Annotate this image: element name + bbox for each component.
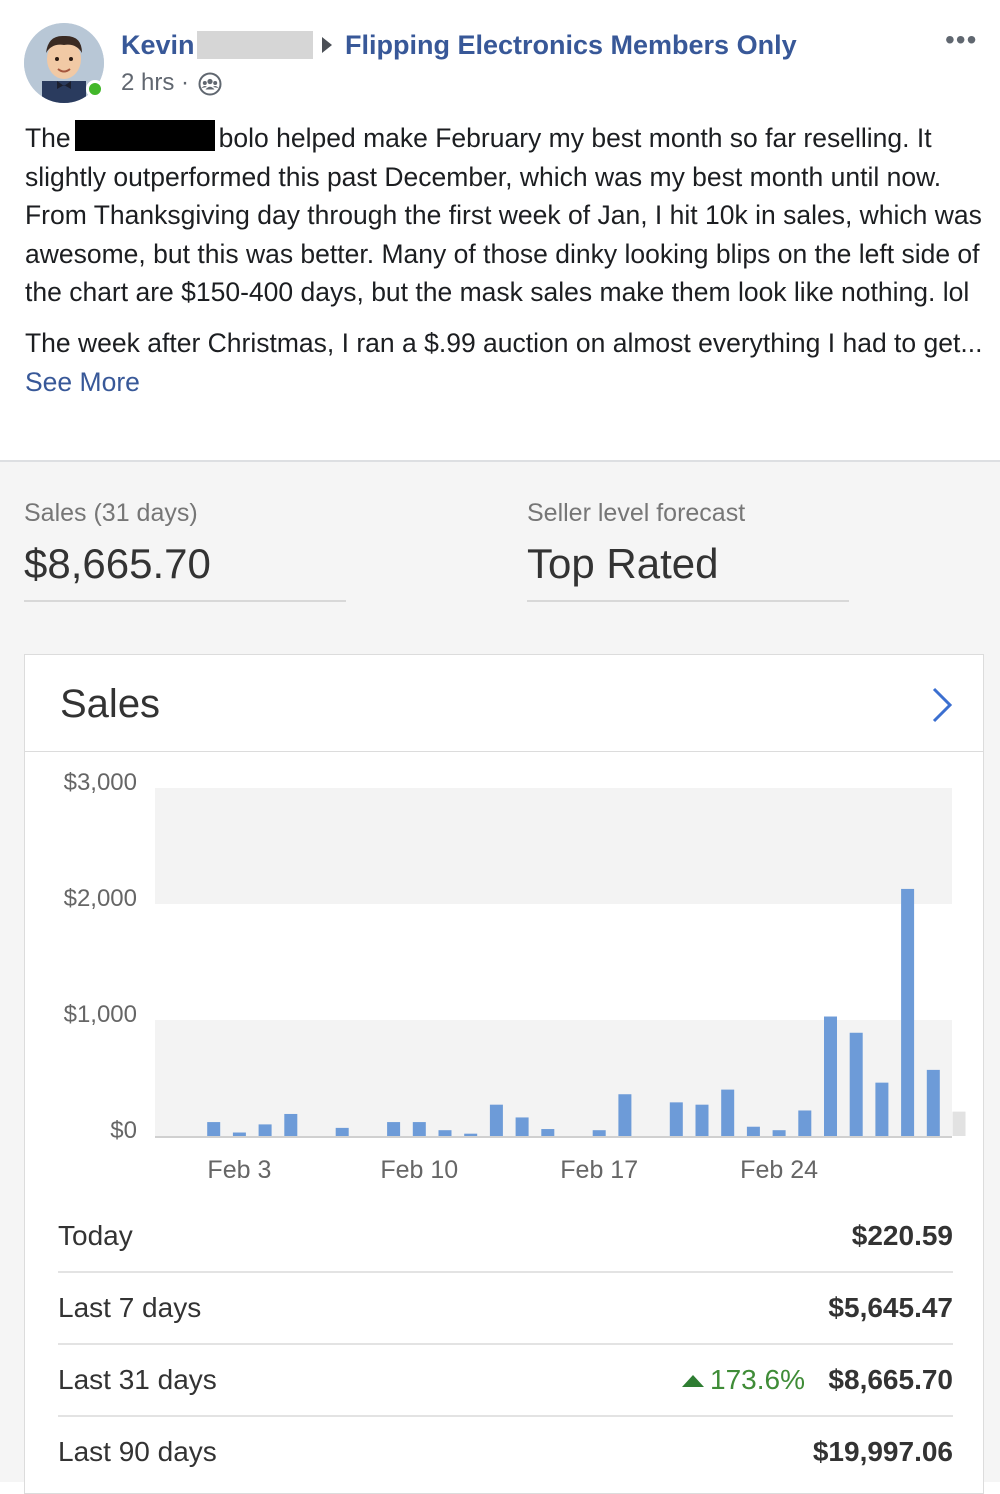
sales-stat: Sales (31 days) $8,665.70 <box>24 496 346 602</box>
bar-day-15 <box>541 1129 555 1136</box>
post-paragraph-1: The bolo helped make February my best mon… <box>25 119 985 312</box>
post-text-truncated: The week after Christmas, I ran a $.99 a… <box>25 327 983 358</box>
bar-day-7 <box>335 1127 349 1136</box>
bar-day-9 <box>387 1122 401 1136</box>
summary-row-label: Last 90 days <box>58 1436 217 1467</box>
summary-row-label: Today <box>58 1220 133 1251</box>
sales-summary-table: Today $220.59 Last 7 days $5,645.47 Last 31 … <box>58 1201 953 1487</box>
seller-level-label: Seller level forecast <box>527 499 746 527</box>
more-options-icon[interactable]: ••• <box>945 24 978 55</box>
summary-row: Last 7 days $5,645.47 <box>58 1273 953 1345</box>
bar-day-13 <box>489 1104 503 1136</box>
grid-band <box>155 788 952 904</box>
post-timestamp[interactable]: 2 hrs · <box>121 69 190 96</box>
bar-day-11 <box>438 1130 452 1136</box>
sales-stat-label: Sales (31 days) <box>24 499 198 527</box>
summary-row-value: $5,645.47 <box>828 1292 953 1323</box>
attached-image[interactable]: Sales (31 days) $8,665.70 Seller level f… <box>0 460 1000 1494</box>
summary-row-change-value: 173.6% <box>710 1364 805 1395</box>
y-tick-label: $0 <box>110 1117 137 1144</box>
bar-day-20 <box>669 1102 683 1136</box>
group-name-link[interactable]: Flipping Electronics Members Only <box>345 30 797 60</box>
sales-bar-chart: $3,000 $2,000 $1,000 $0 Feb 3 Feb 10 Feb 17 Feb… <box>64 769 966 1184</box>
bar-day-31 <box>952 1111 966 1136</box>
divider <box>527 600 849 602</box>
post-paragraph-2: The week after Christmas, I ran a $.99 a… <box>25 324 985 401</box>
post-text: The bolo helped make February my best mon… <box>25 119 985 413</box>
bar-day-21 <box>695 1104 709 1136</box>
see-more-link[interactable]: See More <box>25 366 140 397</box>
trend-up-icon <box>682 1375 705 1387</box>
bar-day-17 <box>592 1130 606 1136</box>
y-tick-label: $1,000 <box>64 1001 137 1028</box>
post-header: Kevin Flipping Electronics Members Only … <box>0 0 1000 110</box>
avatar-image <box>24 23 104 103</box>
bar-day-18 <box>618 1094 632 1136</box>
sales-stat-value: $8,665.70 <box>24 540 211 587</box>
redacted-text <box>74 120 215 151</box>
avatar[interactable] <box>24 23 104 103</box>
bar-day-14 <box>515 1117 529 1136</box>
x-tick-label: Feb 24 <box>740 1156 818 1184</box>
bar-day-30 <box>926 1069 940 1136</box>
summary-row: Last 31 days 173.6% $8,665.70 <box>58 1345 953 1417</box>
bar-day-29 <box>901 888 915 1136</box>
sales-card-header[interactable]: Sales <box>25 655 983 752</box>
bar-day-4 <box>258 1124 272 1136</box>
sales-card: Sales $3,000 $2,000 $1,000 $0 Feb 3 Feb 10 Feb… <box>24 654 984 1494</box>
seller-level-value: Top Rated <box>527 540 719 587</box>
chevron-right-icon[interactable] <box>925 685 959 725</box>
seller-level-stat: Seller level forecast Top Rated <box>527 496 849 602</box>
author-name[interactable]: Kevin <box>121 30 195 60</box>
redacted-last-name <box>197 31 313 59</box>
bar-day-5 <box>284 1113 298 1136</box>
bar-day-22 <box>721 1089 735 1136</box>
bar-day-2 <box>207 1122 221 1136</box>
post-text-start: The <box>25 123 71 153</box>
bar-day-25 <box>798 1110 812 1136</box>
summary-row-label: Last 31 days <box>58 1364 217 1395</box>
bar-day-28 <box>875 1082 889 1136</box>
summary-row-value: $220.59 <box>851 1220 953 1251</box>
bar-day-23 <box>746 1126 760 1136</box>
online-status-icon <box>86 80 104 98</box>
summary-row-value: $19,997.06 <box>812 1436 953 1467</box>
bar-day-10 <box>412 1122 426 1136</box>
bar-day-24 <box>772 1130 786 1136</box>
sales-card-title: Sales <box>60 682 161 726</box>
summary-row-value: $8,665.70 <box>828 1364 953 1395</box>
summary-row-label: Last 7 days <box>58 1292 202 1323</box>
post-text-continued: bolo helped make February my best month … <box>25 123 982 308</box>
y-tick-label: $2,000 <box>64 885 137 912</box>
divider <box>24 600 346 602</box>
x-tick-label: Feb 3 <box>207 1156 271 1184</box>
x-tick-label: Feb 10 <box>380 1156 458 1184</box>
x-tick-label: Feb 17 <box>560 1156 638 1184</box>
summary-row-change: 173.6% <box>682 1363 805 1397</box>
summary-row: Last 90 days $19,997.06 <box>58 1417 953 1487</box>
summary-row: Today $220.59 <box>58 1201 953 1273</box>
group-audience-icon <box>198 72 222 96</box>
bar-day-3 <box>232 1132 246 1136</box>
y-tick-label: $3,000 <box>64 769 137 796</box>
caret-right-icon <box>322 37 332 53</box>
bar-day-26 <box>824 1016 837 1136</box>
bar-day-27 <box>849 1032 863 1136</box>
bar-day-12 <box>464 1133 478 1136</box>
